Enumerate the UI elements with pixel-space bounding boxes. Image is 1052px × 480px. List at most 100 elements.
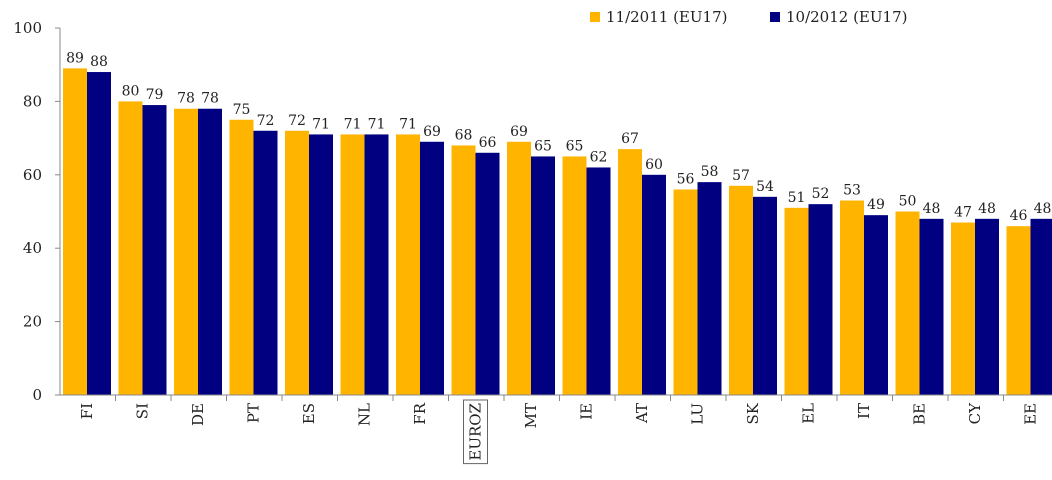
bar: [975, 218, 999, 395]
bar: [198, 108, 222, 396]
data-label: 78: [201, 91, 219, 107]
y-tick-label: 40: [23, 239, 42, 257]
data-label: 68: [455, 127, 473, 143]
bar: [1030, 218, 1052, 395]
bar: [420, 141, 444, 395]
data-label: 71: [344, 116, 362, 132]
x-tick-label: BE: [911, 403, 929, 425]
data-label: 47: [954, 205, 972, 221]
legend-swatch: [590, 12, 600, 22]
x-tick-label: FI: [78, 403, 96, 419]
data-label: 50: [899, 194, 917, 210]
data-label: 60: [645, 157, 663, 173]
x-tick-label: EL: [800, 403, 818, 424]
data-label: 48: [1034, 201, 1052, 217]
bar: [697, 182, 722, 395]
x-tick-label: IT: [855, 403, 873, 419]
y-tick-label: 80: [23, 92, 42, 110]
x-tick-label: NL: [356, 403, 374, 426]
bar: [586, 167, 611, 395]
legend-swatch: [770, 12, 780, 22]
y-tick-label: 100: [13, 19, 42, 37]
x-tick-label: PT: [245, 403, 263, 423]
data-label: 58: [701, 164, 719, 180]
highlight-box: [463, 399, 488, 465]
x-tick-label: MT: [522, 403, 540, 428]
data-label: 53: [843, 182, 861, 198]
data-label: 46: [1010, 208, 1028, 224]
bar: [784, 207, 809, 395]
data-label: 67: [621, 131, 639, 147]
bar: [253, 130, 278, 395]
data-label: 66: [479, 135, 497, 151]
x-tick-label: CY: [966, 402, 984, 424]
data-label: 48: [923, 201, 941, 217]
data-label: 78: [177, 91, 195, 107]
bar: [673, 189, 698, 395]
data-label: 56: [677, 171, 695, 187]
bar: [87, 72, 111, 395]
bar: [642, 174, 666, 395]
x-tick-label: EE: [1022, 403, 1040, 425]
data-label: 71: [368, 116, 386, 132]
data-label: 89: [66, 50, 84, 66]
bar: [951, 222, 975, 395]
x-tick-label: FR: [411, 402, 429, 424]
x-tick-label: ES: [300, 403, 318, 424]
bar: [118, 101, 143, 396]
data-label: 57: [732, 168, 750, 184]
bar: [63, 68, 87, 396]
bar: [396, 134, 420, 395]
bar: [142, 105, 167, 395]
data-label: 71: [399, 116, 417, 132]
bar: [808, 204, 833, 395]
bar: [562, 156, 587, 395]
x-tick-label: AT: [633, 403, 651, 424]
data-label: 80: [122, 83, 140, 99]
data-label: 51: [788, 190, 806, 206]
data-label: 75: [233, 102, 251, 118]
bar: [895, 211, 920, 395]
bar: [531, 156, 555, 395]
bar: [475, 152, 500, 395]
y-tick-label: 0: [32, 386, 42, 404]
bar: [451, 145, 476, 395]
data-label: 54: [756, 179, 774, 195]
bar: [1006, 226, 1031, 395]
bar: [840, 200, 864, 395]
data-label: 48: [978, 201, 996, 217]
bar: [174, 108, 198, 396]
bar: [753, 196, 777, 395]
x-tick-label: IE: [578, 403, 596, 420]
x-tick-label: DE: [189, 403, 207, 426]
data-label: 65: [534, 138, 552, 154]
x-tick-label: EUROZ: [467, 403, 485, 461]
x-tick-label: SK: [744, 402, 762, 424]
x-tick-label: LU: [689, 403, 707, 425]
data-label: 88: [90, 54, 108, 70]
data-label: 62: [590, 149, 608, 165]
bar: [729, 185, 753, 395]
bar: [864, 215, 888, 395]
data-label: 79: [146, 87, 164, 103]
bar: [507, 141, 531, 395]
data-label: 72: [288, 113, 306, 129]
bar: [340, 134, 365, 395]
y-tick-label: 60: [23, 166, 42, 184]
bar: [309, 134, 333, 395]
data-label: 72: [257, 113, 275, 129]
bar: [229, 119, 254, 395]
bar: [618, 149, 642, 395]
legend-label: 10/2012 (EU17): [786, 8, 907, 26]
bar: [919, 218, 944, 395]
data-label: 52: [812, 186, 830, 202]
legend-label: 11/2011 (EU17): [606, 8, 727, 26]
data-label: 65: [566, 138, 584, 154]
data-label: 69: [423, 124, 441, 140]
x-tick-label: SI: [134, 403, 152, 419]
data-label: 69: [510, 124, 528, 140]
data-label: 71: [312, 116, 330, 132]
bar: [285, 130, 309, 395]
bar: [364, 134, 389, 395]
